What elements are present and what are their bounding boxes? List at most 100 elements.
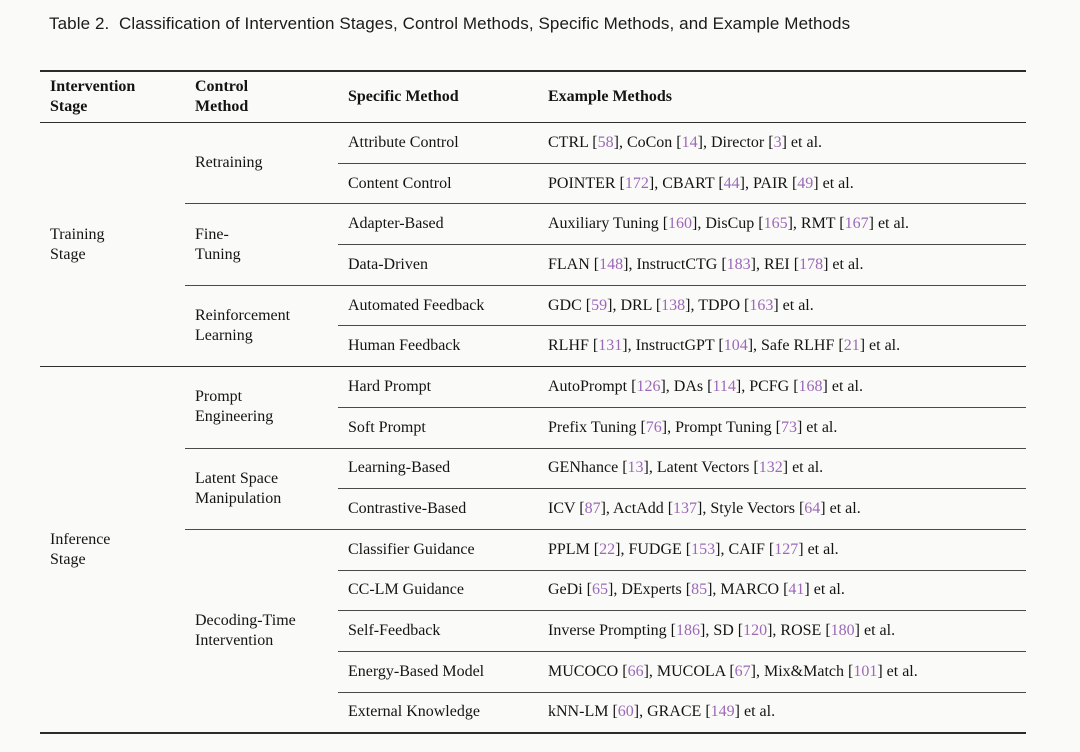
- control-cell-decoding-time-intervention: Decoding-Time Intervention: [185, 528, 338, 734]
- specific-method-cell: Learning-Based: [338, 447, 538, 489]
- specific-method-cell: Automated Feedback: [338, 284, 538, 326]
- citation-number: 21: [843, 337, 860, 355]
- table-row: Content Control POINTER [172], CBART [44…: [40, 162, 1026, 204]
- table-row: Inference Stage Prompt Engineering Hard …: [40, 366, 1026, 734]
- classification-table-container: Intervention Stage Control Method Specif…: [40, 70, 1026, 735]
- citation-number: 59: [591, 296, 608, 314]
- citation-number: 132: [758, 459, 783, 477]
- example-methods-cell: CTRL [58], CoCon [14], Director [3] et a…: [548, 133, 823, 151]
- citation-number: 101: [853, 662, 878, 680]
- control-cell-prompt-engineering: Prompt Engineering: [185, 366, 338, 448]
- table-row: Self-Feedback Inverse Prompting [186], S…: [40, 610, 1026, 652]
- example-methods-cell: MUCOCO [66], MUCOLA [67], Mix&Match [101…: [538, 650, 1026, 693]
- table-row: Decoding-Time Intervention Classifier Gu…: [40, 528, 1026, 734]
- citation-number: 114: [712, 377, 736, 395]
- specific-method-cell: Energy-Based Model: [338, 650, 538, 693]
- example-methods-cell: FLAN [148], InstructCTG [183], REI [178]…: [538, 244, 1026, 286]
- example-methods-cell: GDC [59], DRL [138], TDPO [163] et al.: [538, 284, 1026, 326]
- citation-number: 126: [636, 377, 661, 395]
- table-row: Training Stage Retraining Attribute Cont…: [40, 123, 1026, 263]
- example-methods-cell: ICV [87], ActAdd [137], Style Vectors [6…: [538, 488, 1026, 530]
- citation-number: 60: [617, 703, 634, 721]
- example-methods-cell: Inverse Prompting [186], SD [120], ROSE …: [538, 610, 1026, 652]
- table-row: Latent Space Manipulation Learning-Based…: [40, 447, 1026, 530]
- citation-number: 186: [675, 622, 700, 640]
- header-example-methods: Example Methods: [538, 71, 1026, 123]
- specific-method-cell: External Knowledge: [338, 691, 538, 734]
- table-row: Human Feedback RLHF [131], InstructGPT […: [40, 325, 1026, 367]
- citation-number: 131: [598, 337, 623, 355]
- example-methods-cell: Prefix Tuning [76], Prompt Tuning [73] e…: [538, 406, 1026, 448]
- specific-method-cell: Adapter-Based: [338, 203, 538, 245]
- table-row: External Knowledge kNN-LM [60], GRACE [1…: [40, 691, 1026, 734]
- citation-number: 137: [673, 500, 698, 518]
- table-row: Reinforcement Learning Automated Feedbac…: [40, 284, 1026, 367]
- citation-number: 148: [599, 255, 624, 273]
- specific-method-cell: Classifier Guidance: [338, 528, 538, 571]
- header-specific-method: Specific Method: [338, 71, 538, 123]
- header-intervention-stage: Intervention Stage: [40, 71, 185, 123]
- specific-method-cell: Data-Driven: [338, 244, 538, 286]
- citation-number: 183: [726, 255, 751, 273]
- citation-number: 41: [788, 581, 805, 599]
- specific-method-cell: Soft Prompt: [338, 406, 538, 448]
- example-methods-cell: kNN-LM [60], GRACE [149] et al.: [538, 691, 1026, 734]
- citation-number: 58: [597, 133, 614, 151]
- citation-number: 22: [599, 540, 616, 558]
- table-caption: Table 2. Classification of Intervention …: [49, 14, 851, 33]
- citation-number: 153: [691, 540, 716, 558]
- citation-number: 49: [797, 174, 814, 192]
- citation-number: 167: [844, 215, 869, 233]
- specific-method-cell: Content Control: [338, 162, 538, 204]
- citation-number: 172: [624, 174, 649, 192]
- example-methods-cell: AutoPrompt [126], DAs [114], PCFG [168] …: [538, 366, 1026, 408]
- table-row: Data-Driven FLAN [148], InstructCTG [183…: [40, 244, 1026, 286]
- citation-number: 67: [734, 662, 751, 680]
- citation-number: 13: [627, 459, 644, 477]
- citation-number: 65: [591, 581, 608, 599]
- citation-number: 64: [804, 500, 821, 518]
- citation-number: 180: [830, 622, 855, 640]
- table-row: Contrastive-Based ICV [87], ActAdd [137]…: [40, 488, 1026, 530]
- citation-number: 76: [645, 418, 662, 436]
- table-row: CC-LM Guidance GeDi [65], DExperts [85],…: [40, 569, 1026, 611]
- example-methods-cell: PPLM [22], FUDGE [153], CAIF [127] et al…: [538, 528, 1026, 571]
- header-control-method: Control Method: [185, 71, 338, 123]
- citation-number: 138: [661, 296, 686, 314]
- table-row: Soft Prompt Prefix Tuning [76], Prompt T…: [40, 406, 1026, 448]
- citation-number: 3: [773, 133, 782, 151]
- specific-method-cell: Hard Prompt: [338, 366, 538, 408]
- table-row: Fine- Tuning Adapter-Based Auxiliary Tun…: [40, 203, 1026, 286]
- citation-number: 149: [710, 703, 735, 721]
- citation-number: 73: [780, 418, 797, 436]
- stage-cell-inference: Inference Stage: [40, 366, 185, 734]
- control-cell-latent-space-manipulation: Latent Space Manipulation: [185, 447, 338, 530]
- citation-number: 120: [743, 622, 768, 640]
- table-row: Energy-Based Model MUCOCO [66], MUCOLA […: [40, 650, 1026, 693]
- control-cell-reinforcement-learning: Reinforcement Learning: [185, 284, 338, 367]
- citation-number: 85: [691, 581, 708, 599]
- citation-number: 160: [668, 215, 693, 233]
- citation-number: 168: [798, 377, 823, 395]
- specific-method-cell: Contrastive-Based: [338, 488, 538, 530]
- control-cell-fine-tuning: Fine- Tuning: [185, 203, 338, 286]
- specific-method-cell: Self-Feedback: [338, 610, 538, 652]
- example-methods-cell: GeDi [65], DExperts [85], MARCO [41] et …: [538, 569, 1026, 611]
- citation-number: 87: [584, 500, 601, 518]
- example-methods-cell: Auxiliary Tuning [160], DisCup [165], RM…: [538, 203, 1026, 245]
- citation-number: 14: [681, 133, 698, 151]
- citation-number: 165: [763, 215, 788, 233]
- example-methods-cell: RLHF [131], InstructGPT [104], Safe RLHF…: [538, 325, 1026, 367]
- classification-table: Intervention Stage Control Method Specif…: [40, 70, 1026, 735]
- control-cell-retraining: Retraining: [195, 154, 263, 172]
- specific-method-cell: Human Feedback: [338, 325, 538, 367]
- citation-number: 66: [627, 662, 644, 680]
- citation-number: 104: [723, 337, 748, 355]
- citation-number: 178: [799, 255, 824, 273]
- citation-number: 44: [723, 174, 740, 192]
- example-methods-cell: POINTER [172], CBART [44], PAIR [49] et …: [538, 162, 1026, 204]
- header-row: Intervention Stage Control Method Specif…: [40, 71, 1026, 123]
- citation-number: 127: [774, 540, 799, 558]
- specific-method-cell: Attribute Control: [348, 133, 459, 151]
